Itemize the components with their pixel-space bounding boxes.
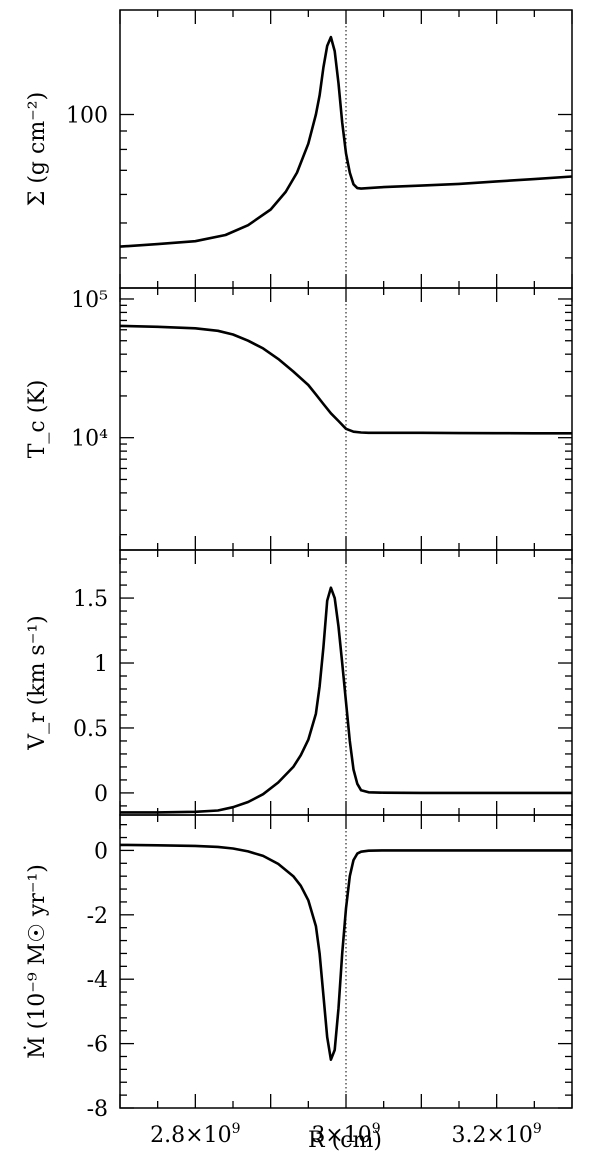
- x-axis-label: R (cm): [308, 1128, 382, 1153]
- x-tick-label: 3.2×109: [451, 1121, 541, 1148]
- y-axis-label: Σ (g cm⁻²): [25, 92, 50, 206]
- y-tick-label: -4: [87, 968, 108, 993]
- data-curve: [120, 35, 572, 248]
- y-axis-label: T_c (K): [25, 380, 50, 459]
- y-axis-label: Ṁ (10⁻⁹ M☉ yr⁻¹): [23, 864, 50, 1059]
- panel-3: 0 0.5 1 1.5 V_r (km s⁻¹): [25, 549, 573, 816]
- x-tick-labels: 2.8×109 3×109 3.2×109: [150, 1121, 542, 1148]
- y-tick-label: 1: [94, 652, 108, 677]
- panel-1: 100 Σ (g cm⁻²): [25, 9, 573, 289]
- data-curve: [120, 586, 572, 814]
- panel-2: 10⁵ 10⁴ T_c (K): [25, 287, 573, 551]
- panel-4: 0 -2 -4 -6 -8 Ṁ (10⁻⁹ M☉ yr⁻¹): [23, 814, 573, 1122]
- x-tick-label: 2.8×109: [150, 1121, 240, 1148]
- panels-group: 100 Σ (g cm⁻²) 10⁵ 10⁴ T_c (K) 0 0.5 1 1.5 V_r (k…: [23, 9, 573, 1122]
- x-tick-label: 3×109: [311, 1121, 380, 1148]
- y-tick-label: -6: [87, 1033, 108, 1058]
- y-tick-label: 10⁵: [71, 288, 108, 313]
- y-tick-label: 0: [94, 782, 108, 807]
- y-tick-label: 100: [66, 104, 108, 129]
- data-curve: [120, 324, 572, 435]
- y-axis-label: V_r (km s⁻¹): [25, 615, 50, 750]
- y-tick-label: 0.5: [73, 717, 108, 742]
- y-tick-label: -2: [87, 904, 108, 929]
- data-curve: [120, 843, 572, 1061]
- y-tick-label: 1.5: [73, 587, 108, 612]
- y-tick-label: -8: [87, 1097, 108, 1122]
- y-tick-label: 10⁴: [71, 427, 108, 452]
- y-tick-label: 0: [94, 839, 108, 864]
